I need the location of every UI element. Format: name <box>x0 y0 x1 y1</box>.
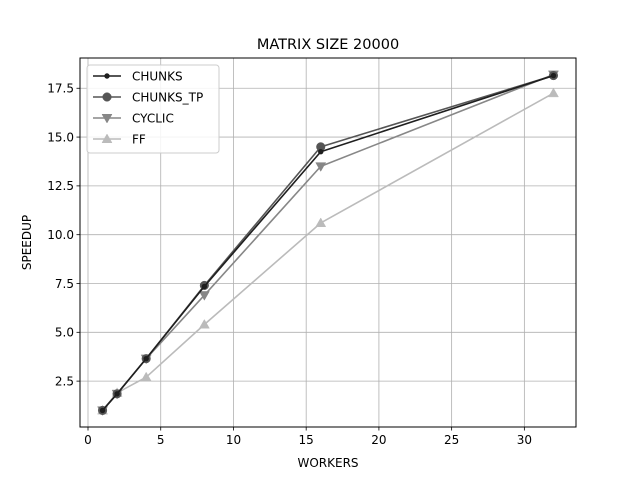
legend-item: CYCLIC <box>93 111 174 125</box>
x-tick-label: 30 <box>517 433 532 447</box>
data-point <box>201 283 208 290</box>
y-tick-label: 15.0 <box>47 130 74 144</box>
x-tick-label: 20 <box>371 433 386 447</box>
chart-title: MATRIX SIZE 20000 <box>257 37 399 53</box>
legend-item: FF <box>93 132 146 146</box>
y-tick-label: 17.5 <box>47 82 74 96</box>
data-point <box>315 217 327 227</box>
legend-label: CYCLIC <box>132 111 174 125</box>
grid <box>80 58 576 427</box>
x-axis-label: WORKERS <box>297 456 358 470</box>
axis-ticks: 0 5 10 15 20 25 30 2.5 5.0 7.5 10.0 12.5 15.0 17.5 <box>47 82 532 447</box>
legend-label: CHUNKS <box>132 69 183 83</box>
x-tick-label: 5 <box>157 433 165 447</box>
plot-frame <box>79 57 577 428</box>
y-tick-label: 10.0 <box>47 228 74 242</box>
y-axis-label: SPEEDUP <box>20 215 34 270</box>
series-layer <box>97 70 559 416</box>
data-point <box>143 355 149 362</box>
data-point <box>550 72 557 79</box>
legend-label: CHUNKS_TP <box>132 90 203 104</box>
y-tick-label: 2.5 <box>55 374 74 388</box>
legend-marker <box>101 114 113 124</box>
legend: CHUNKS CHUNKS_TP CYCLIC FF <box>86 64 220 154</box>
y-tick-label: 12.5 <box>47 179 74 193</box>
data-point <box>140 371 152 382</box>
legend-marker <box>101 133 113 143</box>
x-tick-label: 10 <box>226 433 241 447</box>
legend-item: CHUNKS_TP <box>93 90 203 104</box>
data-point <box>114 391 120 397</box>
legend-label: FF <box>132 132 146 146</box>
x-tick-label: 15 <box>299 433 314 447</box>
series-line <box>101 74 554 411</box>
data-point <box>315 162 327 172</box>
legend-marker <box>102 92 112 102</box>
legend-marker <box>104 73 110 79</box>
x-tick-label: 0 <box>84 433 92 447</box>
y-tick-label: 7.5 <box>55 277 74 291</box>
data-point <box>318 149 324 155</box>
data-point <box>198 318 210 329</box>
x-tick-label: 25 <box>444 433 459 447</box>
y-tick-label: 5.0 <box>55 326 74 340</box>
legend-item: CHUNKS <box>93 69 183 83</box>
series-chunks <box>99 72 557 414</box>
legend-box <box>86 64 220 154</box>
data-point <box>548 87 559 98</box>
data-point <box>99 407 106 414</box>
data-point <box>198 291 210 301</box>
